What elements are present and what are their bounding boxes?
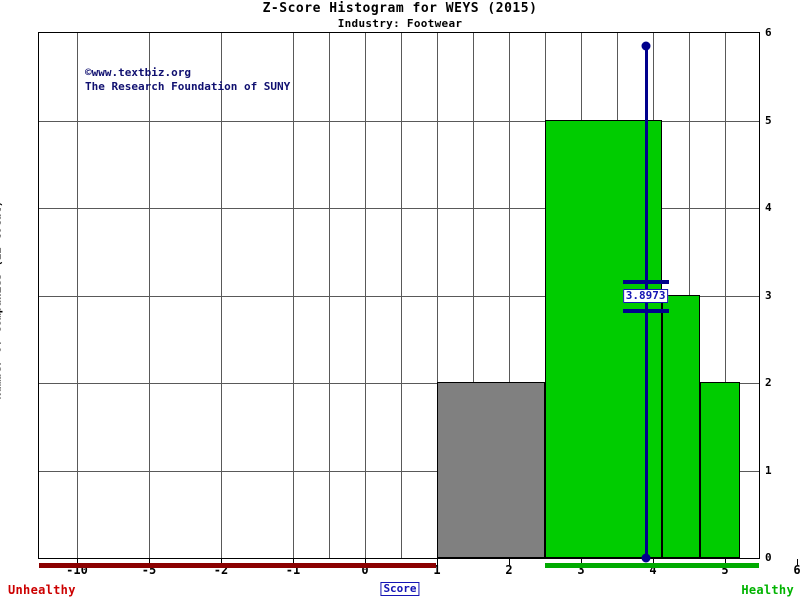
histogram-bar bbox=[545, 119, 662, 558]
y-axis-tick-label: 0 bbox=[765, 551, 772, 564]
x-axis-tick-label: 4 bbox=[649, 563, 657, 577]
marker-value-label: 3.8973 bbox=[622, 288, 669, 303]
horizontal-gridline bbox=[39, 120, 759, 122]
x-axis-tick bbox=[437, 559, 438, 565]
plot-area: ©www.textbiz.org The Research Foundation… bbox=[38, 32, 760, 563]
copyright-credit: ©www.textbiz.org The Research Foundation… bbox=[85, 66, 290, 94]
x-axis-tick-label: 0 bbox=[361, 563, 369, 577]
marker-bottom-dot bbox=[641, 553, 651, 563]
chart-title: Z-Score Histogram for WEYS (2015) bbox=[262, 1, 538, 16]
x-axis-tick bbox=[581, 559, 582, 565]
x-axis-tick bbox=[77, 559, 78, 565]
credit-line-1: ©www.textbiz.org bbox=[85, 66, 191, 79]
healthy-label: Healthy bbox=[741, 583, 794, 597]
horizontal-gridline bbox=[39, 295, 759, 297]
y-axis-tick-label: 4 bbox=[765, 201, 772, 214]
x-axis-tick-label: 5 bbox=[721, 563, 729, 577]
x-axis-tick bbox=[149, 559, 150, 565]
x-axis-tick-label: 6 bbox=[793, 563, 800, 577]
horizontal-gridline bbox=[39, 383, 759, 384]
histogram-bar bbox=[700, 382, 740, 558]
y-axis-tick-label: 2 bbox=[765, 376, 772, 389]
credit-line-2: The Research Foundation of SUNY bbox=[85, 80, 291, 93]
y-axis-title: Number of companies (12 total) bbox=[0, 200, 4, 400]
x-axis-tick-label: 1 bbox=[433, 563, 441, 577]
histogram-bar bbox=[662, 294, 700, 558]
x-axis-tick bbox=[293, 559, 294, 565]
x-axis-tick bbox=[653, 559, 654, 565]
y-axis-tick-label: 6 bbox=[765, 26, 772, 39]
x-axis-tick-label: 3 bbox=[577, 563, 585, 577]
horizontal-gridline bbox=[39, 470, 759, 472]
y-axis-tick-label: 3 bbox=[765, 288, 772, 302]
x-axis-tick bbox=[221, 559, 222, 565]
x-axis-tick bbox=[509, 559, 510, 565]
marker-top-dot bbox=[641, 41, 651, 51]
y-axis-tick-label: 1 bbox=[765, 463, 772, 477]
y-axis-tick-label: 5 bbox=[765, 113, 772, 127]
unhealthy-label: Unhealthy bbox=[8, 583, 76, 597]
x-axis-tick bbox=[725, 559, 726, 565]
x-axis-tick bbox=[365, 559, 366, 565]
x-axis-tick bbox=[797, 559, 798, 565]
x-axis-title: Score bbox=[380, 582, 420, 596]
horizontal-gridline bbox=[39, 208, 759, 209]
chart-subtitle: Industry: Footwear bbox=[337, 17, 463, 30]
marker-upper-cap bbox=[622, 279, 669, 284]
marker-lower-cap bbox=[622, 308, 669, 313]
histogram-bar bbox=[437, 382, 545, 558]
healthy-band bbox=[545, 563, 759, 568]
x-axis-tick-label: 2 bbox=[505, 563, 513, 577]
unhealthy-band bbox=[39, 563, 436, 568]
